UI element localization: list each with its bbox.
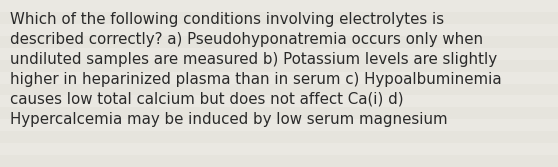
Bar [0, 131, 558, 143]
Bar [0, 60, 558, 72]
Bar [0, 36, 558, 48]
Bar [0, 12, 558, 24]
Text: Which of the following conditions involving electrolytes is
described correctly?: Which of the following conditions involv… [10, 12, 502, 127]
Bar [0, 107, 558, 119]
Bar [0, 155, 558, 167]
Bar [0, 84, 558, 95]
